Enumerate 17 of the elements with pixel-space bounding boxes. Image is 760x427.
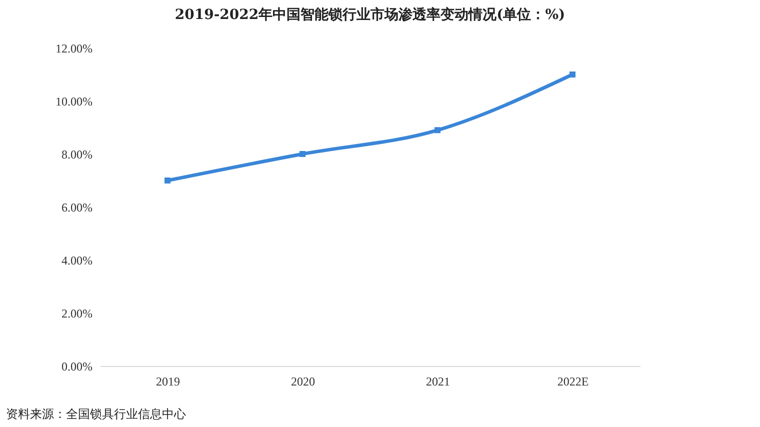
- y-tick-label: 12.00%: [56, 42, 92, 56]
- x-tick-label: 2022E: [557, 374, 589, 388]
- y-tick-label: 2.00%: [62, 306, 92, 320]
- point: [570, 72, 576, 78]
- y-tick-label: 0.00%: [62, 360, 92, 374]
- point: [300, 151, 306, 157]
- x-tick-label: 2020: [291, 374, 315, 388]
- y-tick-label: 6.00%: [62, 200, 92, 214]
- y-tick-label: 8.00%: [62, 148, 92, 162]
- point: [434, 127, 440, 134]
- text: 资料来源：全国锁具行业信息中心: [6, 406, 186, 423]
- chart-title: 2019-2022年中国智能锁行业市场渗透率变动情况(单位：%): [174, 6, 566, 23]
- y-tick-label: 10.00%: [56, 94, 92, 108]
- point: [164, 178, 170, 184]
- y-tick-label: 4.00%: [62, 254, 92, 268]
- x-tick-label: 2019: [156, 374, 180, 388]
- x-tick-label: 2021: [426, 374, 450, 388]
